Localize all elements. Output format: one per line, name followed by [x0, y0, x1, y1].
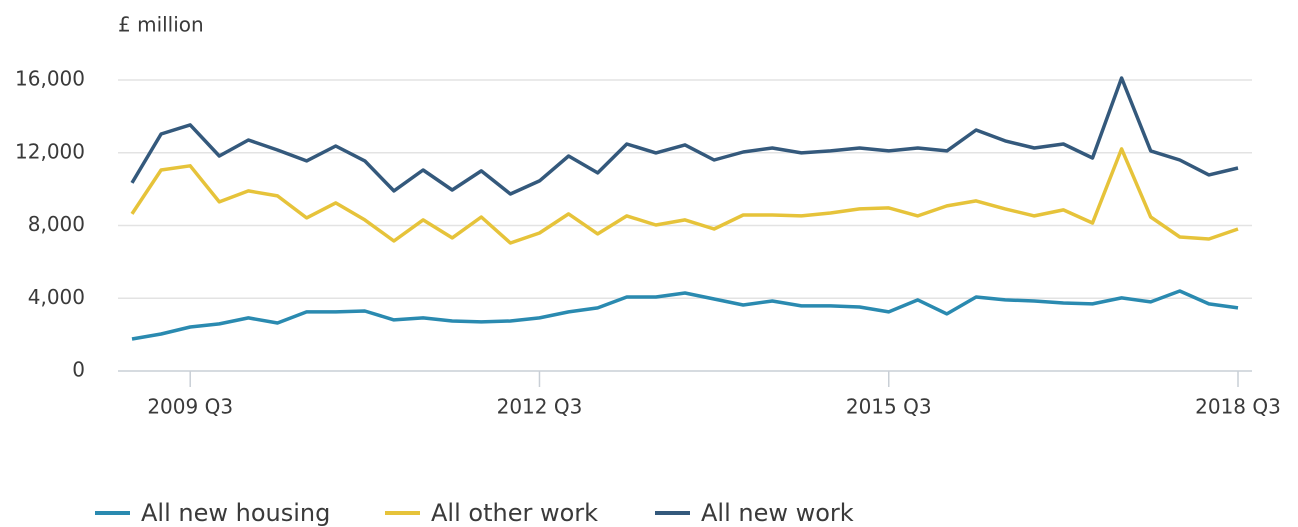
x-tick-label: 2018 Q3 — [1195, 395, 1281, 419]
y-axis-unit: £ million — [118, 13, 204, 37]
legend-label: All new work — [701, 499, 854, 527]
series-line — [131, 289, 1239, 341]
x-tick-label: 2009 Q3 — [147, 395, 233, 419]
y-tick-label: 16,000 — [15, 67, 85, 91]
series-line — [130, 76, 1239, 196]
series-line — [130, 147, 1239, 245]
legend-label: All other work — [431, 499, 598, 527]
y-tick-label: 8,000 — [28, 212, 85, 236]
y-tick-label: 0 — [72, 358, 85, 382]
legend-label: All new housing — [141, 499, 330, 527]
y-tick-label: 12,000 — [15, 139, 85, 163]
y-tick-label: 4,000 — [28, 285, 85, 309]
x-tick-label: 2012 Q3 — [497, 395, 583, 419]
x-tick-label: 2015 Q3 — [846, 395, 932, 419]
